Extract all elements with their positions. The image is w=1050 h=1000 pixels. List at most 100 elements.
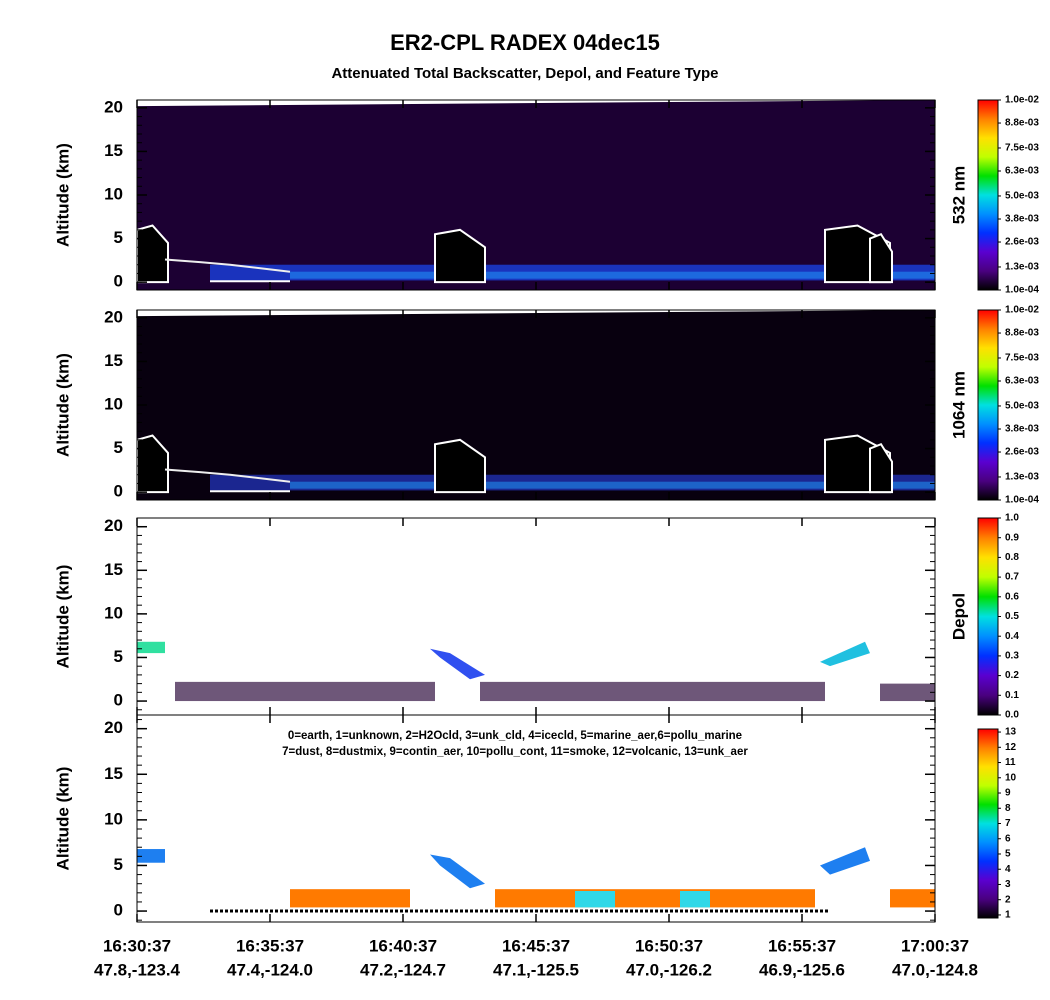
depol-layer (880, 683, 935, 702)
colorbar-tick-label: 0.2 (1005, 670, 1019, 681)
colorbar-tick-label: 0.5 (1005, 611, 1019, 622)
x-tick-sublabel: 46.9,-125.6 (759, 960, 845, 979)
colorbar-tick-label: 0.8 (1005, 552, 1019, 563)
depol-layer (480, 681, 825, 702)
x-tick-sublabel: 47.4,-124.0 (227, 960, 313, 979)
marine-aerosol (680, 890, 710, 908)
plot-background (137, 100, 935, 290)
colorbar-tick-label: 3.8e-03 (1005, 424, 1039, 435)
colorbar-tick-label: 0.4 (1005, 631, 1019, 642)
y-tick-label: 15 (104, 141, 123, 160)
colorbar-tick-label: 2.6e-03 (1005, 237, 1039, 248)
x-tick-sublabel: 47.2,-124.7 (360, 960, 446, 979)
colorbar-tick-label: 11 (1005, 757, 1016, 768)
colorbar-tick-label: 0.1 (1005, 690, 1019, 701)
x-tick-label: 16:30:37 (103, 936, 171, 955)
aerosol-layer (495, 889, 815, 908)
colorbar-label: 1064 nm (949, 371, 968, 439)
colorbar-tick-label: 4 (1005, 864, 1011, 875)
colorbar-tick-label: 1 (1005, 910, 1011, 921)
y-tick-label: 10 (104, 603, 123, 622)
colorbar-tick-label: 1.0e-04 (1005, 285, 1039, 296)
aerosol-layer-core (290, 481, 935, 489)
colorbar-tick-label: 6.3e-03 (1005, 166, 1039, 177)
x-tick-label: 16:55:37 (768, 936, 836, 955)
colorbar-tick-label: 1.0e-02 (1005, 305, 1039, 316)
plot-background (137, 715, 935, 922)
chart-subtitle: Attenuated Total Backscatter, Depol, and… (331, 65, 718, 82)
cloud (434, 228, 486, 284)
colorbar-tick-label: 13 (1005, 727, 1017, 738)
y-tick-label: 15 (104, 764, 123, 783)
y-tick-label: 10 (104, 184, 123, 203)
y-tick-label: 0 (114, 901, 123, 920)
colorbar-tick-label: 6.3e-03 (1005, 376, 1039, 387)
colorbar (977, 517, 999, 716)
y-axis-label: Altitude (km) (53, 143, 72, 247)
colorbar-tick-label: 9 (1005, 788, 1011, 799)
x-tick-sublabel: 47.1,-125.5 (493, 960, 579, 979)
y-tick-label: 0 (114, 482, 123, 501)
y-axis-label: Altitude (km) (53, 565, 72, 669)
y-tick-label: 5 (114, 228, 123, 247)
y-axis-label: Altitude (km) (53, 767, 72, 871)
x-tick-label: 16:35:37 (236, 936, 304, 955)
depol-cloud (430, 648, 485, 680)
x-tick-sublabel: 47.8,-123.4 (94, 960, 181, 979)
colorbar-tick-label: 3 (1005, 879, 1011, 890)
no-data-region (137, 100, 935, 107)
x-tick-label: 16:45:37 (502, 936, 570, 955)
colorbar (977, 728, 999, 919)
y-axis-label: Altitude (km) (53, 353, 72, 457)
y-tick-label: 5 (114, 647, 123, 666)
no-data-region (137, 310, 935, 317)
colorbar-tick-label: 6 (1005, 833, 1011, 844)
curtain-image (137, 847, 935, 913)
cloud (869, 232, 893, 284)
colorbar-label: Depol (949, 593, 968, 640)
colorbar-tick-label: 5.0e-03 (1005, 401, 1039, 412)
curtain-image (136, 100, 935, 284)
y-tick-label: 15 (104, 560, 123, 579)
aerosol-layer-core (290, 271, 935, 279)
colorbar (977, 99, 999, 291)
colorbar-tick-label: 1.3e-03 (1005, 262, 1039, 273)
x-tick-sublabel: 47.0,-124.8 (892, 960, 978, 979)
depol-cloud (137, 641, 165, 654)
y-tick-label: 5 (114, 438, 123, 457)
aerosol-layer (890, 889, 935, 908)
colorbar-tick-label: 7.5e-03 (1005, 143, 1039, 154)
colorbar-tick-label: 10 (1005, 772, 1017, 783)
ice-cloud (137, 849, 165, 863)
colorbar-tick-label: 7 (1005, 818, 1011, 829)
colorbar-tick-label: 0.6 (1005, 591, 1019, 602)
colorbar-tick-label: 8 (1005, 803, 1011, 814)
y-tick-label: 20 (104, 307, 123, 326)
colorbar-tick-label: 1.0 (1005, 513, 1019, 524)
colorbar-tick-label: 0.9 (1005, 532, 1019, 543)
curtain-image (137, 641, 935, 702)
annotation: 7=dust, 8=dustmix, 9=contin_aer, 10=poll… (282, 746, 748, 758)
colorbar (977, 309, 999, 501)
y-tick-label: 5 (114, 855, 123, 874)
depol-layer (175, 681, 435, 702)
cloud (869, 442, 893, 494)
low-cloud (164, 468, 291, 483)
colorbar-tick-label: 8.8e-03 (1005, 328, 1039, 339)
colorbar-tick-label: 1.0e-04 (1005, 495, 1039, 506)
colorbar-tick-label: 12 (1005, 742, 1017, 753)
colorbar-tick-label: 1.0e-02 (1005, 95, 1039, 106)
y-tick-label: 20 (104, 718, 123, 737)
colorbar-tick-label: 2 (1005, 894, 1011, 905)
colorbar-tick-label: 5 (1005, 849, 1011, 860)
aerosol-layer (290, 889, 410, 908)
ice-cloud (820, 847, 870, 875)
x-tick-sublabel: 47.0,-126.2 (626, 960, 712, 979)
colorbar-tick-label: 0.3 (1005, 651, 1019, 662)
y-tick-label: 20 (104, 516, 123, 535)
depol-cloud (820, 641, 870, 667)
colorbar-label: 532 nm (949, 166, 968, 225)
x-tick-label: 16:40:37 (369, 936, 437, 955)
x-tick-label: 16:50:37 (635, 936, 703, 955)
